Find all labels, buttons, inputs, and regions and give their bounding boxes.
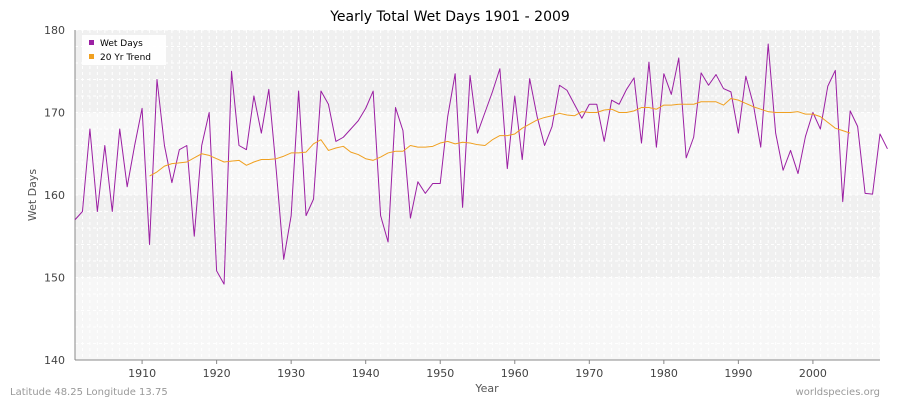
y-tick-label: 140 <box>44 354 65 367</box>
x-tick-label: 1940 <box>352 367 380 380</box>
footer-source: worldspecies.org <box>796 387 880 398</box>
y-tick-label: 170 <box>44 107 65 120</box>
y-tick-label: 160 <box>44 189 65 202</box>
legend-label-trend: 20 Yr Trend <box>100 53 151 63</box>
x-tick-label: 1980 <box>650 367 678 380</box>
series-line-20yr-trend <box>149 97 851 177</box>
x-tick-label: 1950 <box>426 367 454 380</box>
legend: Wet Days 20 Yr Trend <box>82 35 166 65</box>
x-tick-label: 1990 <box>724 367 752 380</box>
y-ticks: 140 150 160 170 180 <box>44 24 65 367</box>
legend-swatch-wet-days <box>89 40 94 45</box>
x-tick-label: 1910 <box>128 367 156 380</box>
grid <box>74 29 881 361</box>
x-tick-label: 1920 <box>203 367 231 380</box>
y-axis-label: Wet Days <box>26 169 39 222</box>
legend-swatch-trend <box>89 54 94 59</box>
footer-coordinates: Latitude 48.25 Longitude 13.75 <box>10 387 168 398</box>
legend-box <box>82 35 166 65</box>
y-tick-label: 150 <box>44 272 65 285</box>
series-line-wet-days <box>74 43 888 285</box>
x-tick-label: 1970 <box>575 367 603 380</box>
series-layer <box>74 43 888 285</box>
x-tick-label: 1960 <box>501 367 529 380</box>
legend-label-wet-days: Wet Days <box>100 39 143 49</box>
x-ticks: 1910 1920 1930 1940 1950 1960 1970 1980 1990 2000 <box>128 360 827 380</box>
y-tick-label: 180 <box>44 24 65 37</box>
x-axis-label: Year <box>474 382 499 395</box>
x-tick-label: 2000 <box>799 367 827 380</box>
chart-title: Yearly Total Wet Days 1901 - 2009 <box>329 9 570 25</box>
x-tick-label: 1930 <box>277 367 305 380</box>
